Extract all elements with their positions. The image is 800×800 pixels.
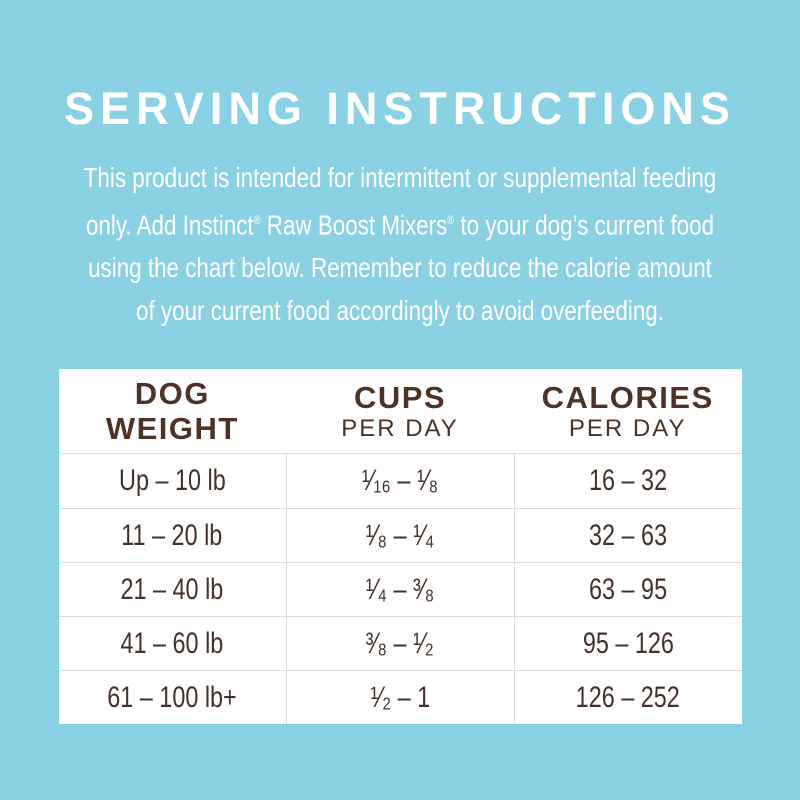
cell-value: 95 – 126	[582, 626, 674, 660]
cell-calories-per-day: 32 – 63	[515, 509, 742, 562]
cell-calories-per-day: 95 – 126	[515, 617, 742, 670]
column-header-line: WEIGHT	[105, 411, 239, 447]
cell-dog-weight: 11 – 20 lb	[59, 509, 286, 562]
cell-value: 63 – 95	[588, 572, 668, 606]
cell-calories-per-day: 63 – 95	[515, 563, 742, 616]
table-row: 11 – 20 lb ¹⁄₈ – ¹⁄₄ 32 – 63	[58, 508, 742, 563]
intro-line-2-text: only. Add Instinct	[85, 209, 254, 241]
cell-value: ¹⁄₂ – 1	[370, 680, 430, 714]
cell-dog-weight: 21 – 40 lb	[59, 563, 286, 616]
serving-table: DOG WEIGHT CUPS PER DAY CALORIES PER DAY…	[58, 369, 742, 725]
cell-value: 21 – 40 lb	[120, 572, 224, 606]
cell-value: 16 – 32	[588, 464, 668, 498]
cell-cups-per-day: ¹⁄₄ – ³⁄₈	[285, 563, 515, 617]
cell-cups-per-day: ¹⁄₁₆ – ¹⁄₈	[285, 454, 515, 509]
cell-cups-per-day: ¹⁄₈ – ¹⁄₄	[285, 509, 515, 563]
cell-cups-per-day: ¹⁄₂ – 1	[285, 671, 515, 725]
cell-calories-per-day: 16 – 32	[515, 454, 742, 508]
cell-dog-weight: 41 – 60 lb	[59, 617, 286, 670]
cell-value: 61 – 100 lb+	[107, 680, 237, 714]
cell-value: ¹⁄₈ – ¹⁄₄	[365, 518, 435, 552]
column-header-calories-per-day: CALORIES PER DAY	[514, 380, 742, 443]
column-header-subline: PER DAY	[341, 414, 459, 442]
column-header-subline: PER DAY	[568, 414, 687, 442]
intro-line-4: of your current food accordingly to avoi…	[136, 295, 664, 327]
table-header-row: DOG WEIGHT CUPS PER DAY CALORIES PER DAY	[58, 369, 742, 455]
page-title: SERVING INSTRUCTIONS	[64, 83, 736, 134]
cell-dog-weight: 61 – 100 lb+	[59, 671, 286, 724]
intro-line-2: only. Add Instinct® Raw Boost Mixers® to…	[80, 199, 720, 247]
intro-line-3: using the chart below. Remember to reduc…	[88, 252, 712, 284]
cell-cups-per-day: ³⁄₈ – ¹⁄₂	[285, 617, 515, 671]
cell-value: ¹⁄₁₆ – ¹⁄₈	[361, 464, 439, 498]
column-header-dog-weight: DOG WEIGHT	[59, 376, 287, 446]
cell-value: Up – 10 lb	[118, 464, 226, 498]
cell-value: 32 – 63	[588, 518, 668, 552]
cell-dog-weight: Up – 10 lb	[59, 454, 286, 508]
intro-line-2-text: Raw Boost Mixers	[260, 209, 448, 241]
table-row: Up – 10 lb ¹⁄₁₆ – ¹⁄₈ 16 – 32	[59, 454, 742, 509]
cell-value: 126 – 252	[575, 680, 681, 714]
cell-value: 41 – 60 lb	[120, 626, 224, 660]
column-header-cups-per-day: CUPS PER DAY	[286, 380, 514, 443]
column-header-line: CALORIES	[541, 379, 714, 415]
intro-text: This product is intended for intermitten…	[0, 156, 800, 333]
intro-line-2-text: to your dog’s current food	[454, 209, 715, 241]
cell-calories-per-day: 126 – 252	[515, 671, 742, 724]
cell-value: ³⁄₈ – ¹⁄₂	[365, 626, 435, 660]
cell-value: ¹⁄₄ – ³⁄₈	[365, 572, 435, 606]
column-header-line: DOG	[134, 376, 210, 412]
table-row: 21 – 40 lb ¹⁄₄ – ³⁄₈ 63 – 95	[58, 562, 742, 617]
column-header-line: CUPS	[353, 379, 447, 415]
intro-line-1: This product is intended for intermitten…	[83, 161, 717, 193]
table-row: 41 – 60 lb ³⁄₈ – ¹⁄₂ 95 – 126	[58, 616, 742, 671]
registered-mark: ®	[253, 213, 261, 227]
cell-value: 11 – 20 lb	[121, 518, 223, 552]
table-row: 61 – 100 lb+ ¹⁄₂ – 1 126 – 252	[58, 670, 742, 725]
registered-mark: ®	[447, 213, 455, 227]
